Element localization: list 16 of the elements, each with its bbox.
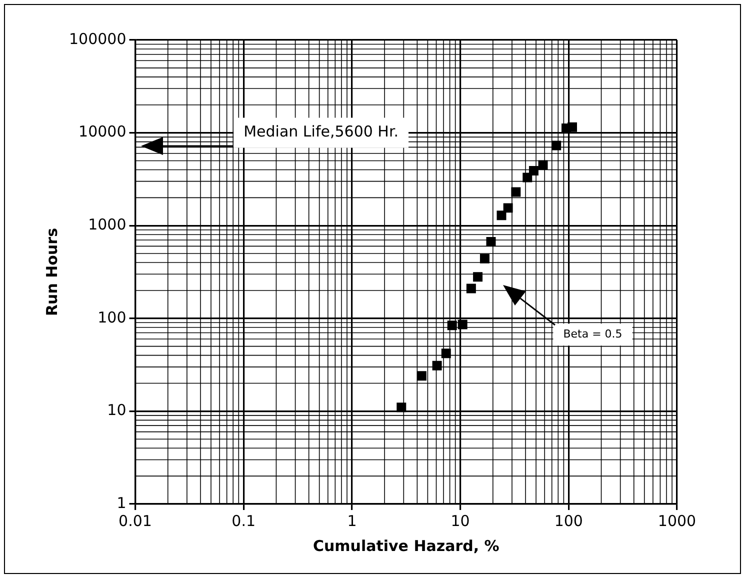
y-tick-label: 1000 <box>88 215 126 234</box>
annotation: Beta = 0.5 <box>563 328 622 340</box>
x-tick-label: 100 <box>554 512 583 530</box>
x-axis-title: Cumulative Hazard, % <box>312 536 500 555</box>
x-tick-label: 1000 <box>658 512 696 530</box>
x-tick-label: 10 <box>450 512 470 530</box>
y-tick-label: 10000 <box>78 122 126 141</box>
x-tick-label: 0.01 <box>118 512 152 530</box>
y-tick-label: 10 <box>107 401 126 420</box>
x-tick-label: 1 <box>347 512 357 530</box>
y-tick-label: 100000 <box>68 30 126 48</box>
annotation: Median Life,5600 Hr. <box>244 122 399 141</box>
y-tick-label: 100 <box>98 308 126 326</box>
y-axis-title: Run Hours <box>42 228 61 316</box>
x-tick-label: 0.1 <box>232 512 256 530</box>
y-tick-label: 1 <box>116 494 126 512</box>
